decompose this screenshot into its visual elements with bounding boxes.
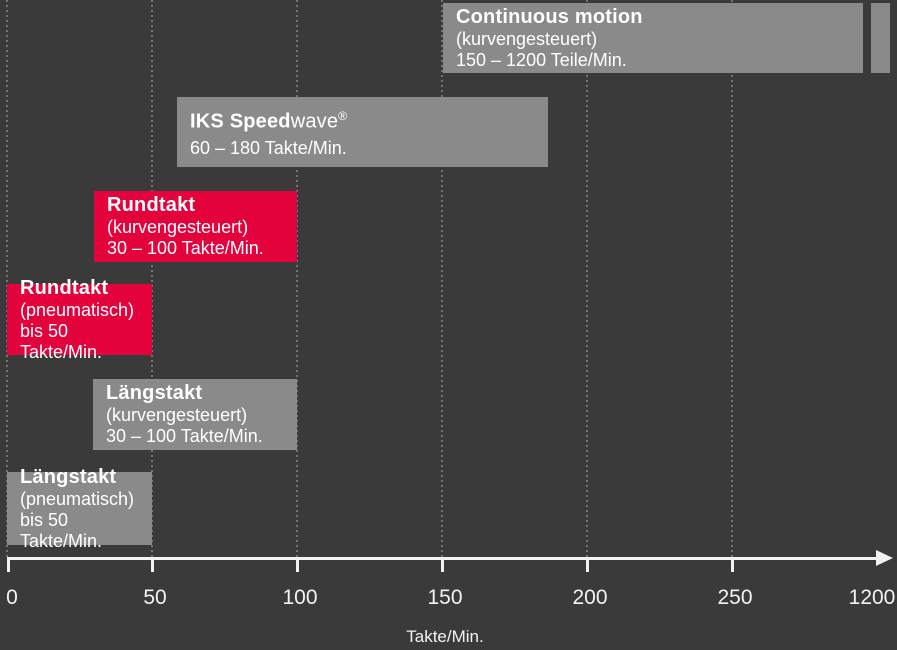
bar-range-label: bis 50 Takte/Min. <box>20 509 103 551</box>
bar-range-label: 150 – 1200 Teile/Min. <box>456 49 627 70</box>
bar-qualifier: (kurvengesteuert) <box>106 405 248 425</box>
bar-title: Continuous motion <box>456 5 643 28</box>
x-axis-tick <box>296 557 299 572</box>
x-tick-label-200: 200 <box>572 586 608 609</box>
gridline-100 <box>296 0 298 557</box>
bar-range-label: 30 – 100 Takte/Min. <box>107 238 264 258</box>
gridline-50 <box>151 0 153 557</box>
x-tick-label-0: 0 <box>6 586 18 609</box>
x-tick-label-100: 100 <box>282 586 318 609</box>
x-tick-label-150: 150 <box>427 586 463 609</box>
bar-rundtakt-kurvengesteuert: Rundtakt (kurvengesteuert) 30 – 100 Takt… <box>94 191 297 262</box>
bar-title: IKS Speedwave® <box>190 109 348 133</box>
gridline-150 <box>441 0 443 557</box>
bar-laengstakt-pneumatisch: Längstakt (pneumatisch) bis 50 Takte/Min… <box>7 466 152 551</box>
bar-title: Längstakt <box>20 465 117 488</box>
x-tick-label-50: 50 <box>143 586 167 609</box>
bar-qualifier: (kurvengesteuert) <box>456 28 598 49</box>
bar-continuous-motion-break-segment <box>871 3 890 73</box>
gridline-250 <box>731 0 733 557</box>
x-axis-tick <box>7 557 10 572</box>
bar-title: Rundtakt <box>20 276 109 299</box>
bar-qualifier: (pneumatisch) <box>20 488 135 509</box>
bar-laengstakt-kurvengesteuert: Längstakt (kurvengesteuert) 30 – 100 Tak… <box>93 379 297 450</box>
bar-range-label: 60 – 180 Takte/Min. <box>190 137 347 158</box>
x-tick-label-250: 250 <box>717 586 753 609</box>
gridline-200 <box>586 0 588 557</box>
bar-title: Längstakt <box>106 382 203 404</box>
bar-continuous-motion: Continuous motion (kurvengesteuert) 150 … <box>443 3 863 73</box>
bar-iks-speedwave: IKS Speedwave® 60 – 180 Takte/Min. <box>177 97 548 167</box>
x-axis-tick <box>731 557 734 572</box>
bar-qualifier: (pneumatisch) <box>20 299 135 320</box>
x-axis-tick <box>586 557 589 572</box>
x-axis-caption: Takte/Min. <box>406 627 484 646</box>
bar-range-label: bis 50 Takte/Min. <box>20 320 103 362</box>
bar-qualifier: (kurvengesteuert) <box>107 217 249 237</box>
bar-range-label: 30 – 100 Takte/Min. <box>106 426 263 446</box>
x-tick-label-1200: 1200 <box>848 586 896 609</box>
x-axis-arrow-icon <box>876 550 893 566</box>
bar-title: Rundtakt <box>107 194 196 216</box>
x-axis-tick <box>441 557 444 572</box>
bar-rundtakt-pneumatisch: Rundtakt (pneumatisch) bis 50 Takte/Min. <box>7 277 152 362</box>
x-axis-tick <box>151 557 154 572</box>
gridline-0 <box>6 0 8 557</box>
